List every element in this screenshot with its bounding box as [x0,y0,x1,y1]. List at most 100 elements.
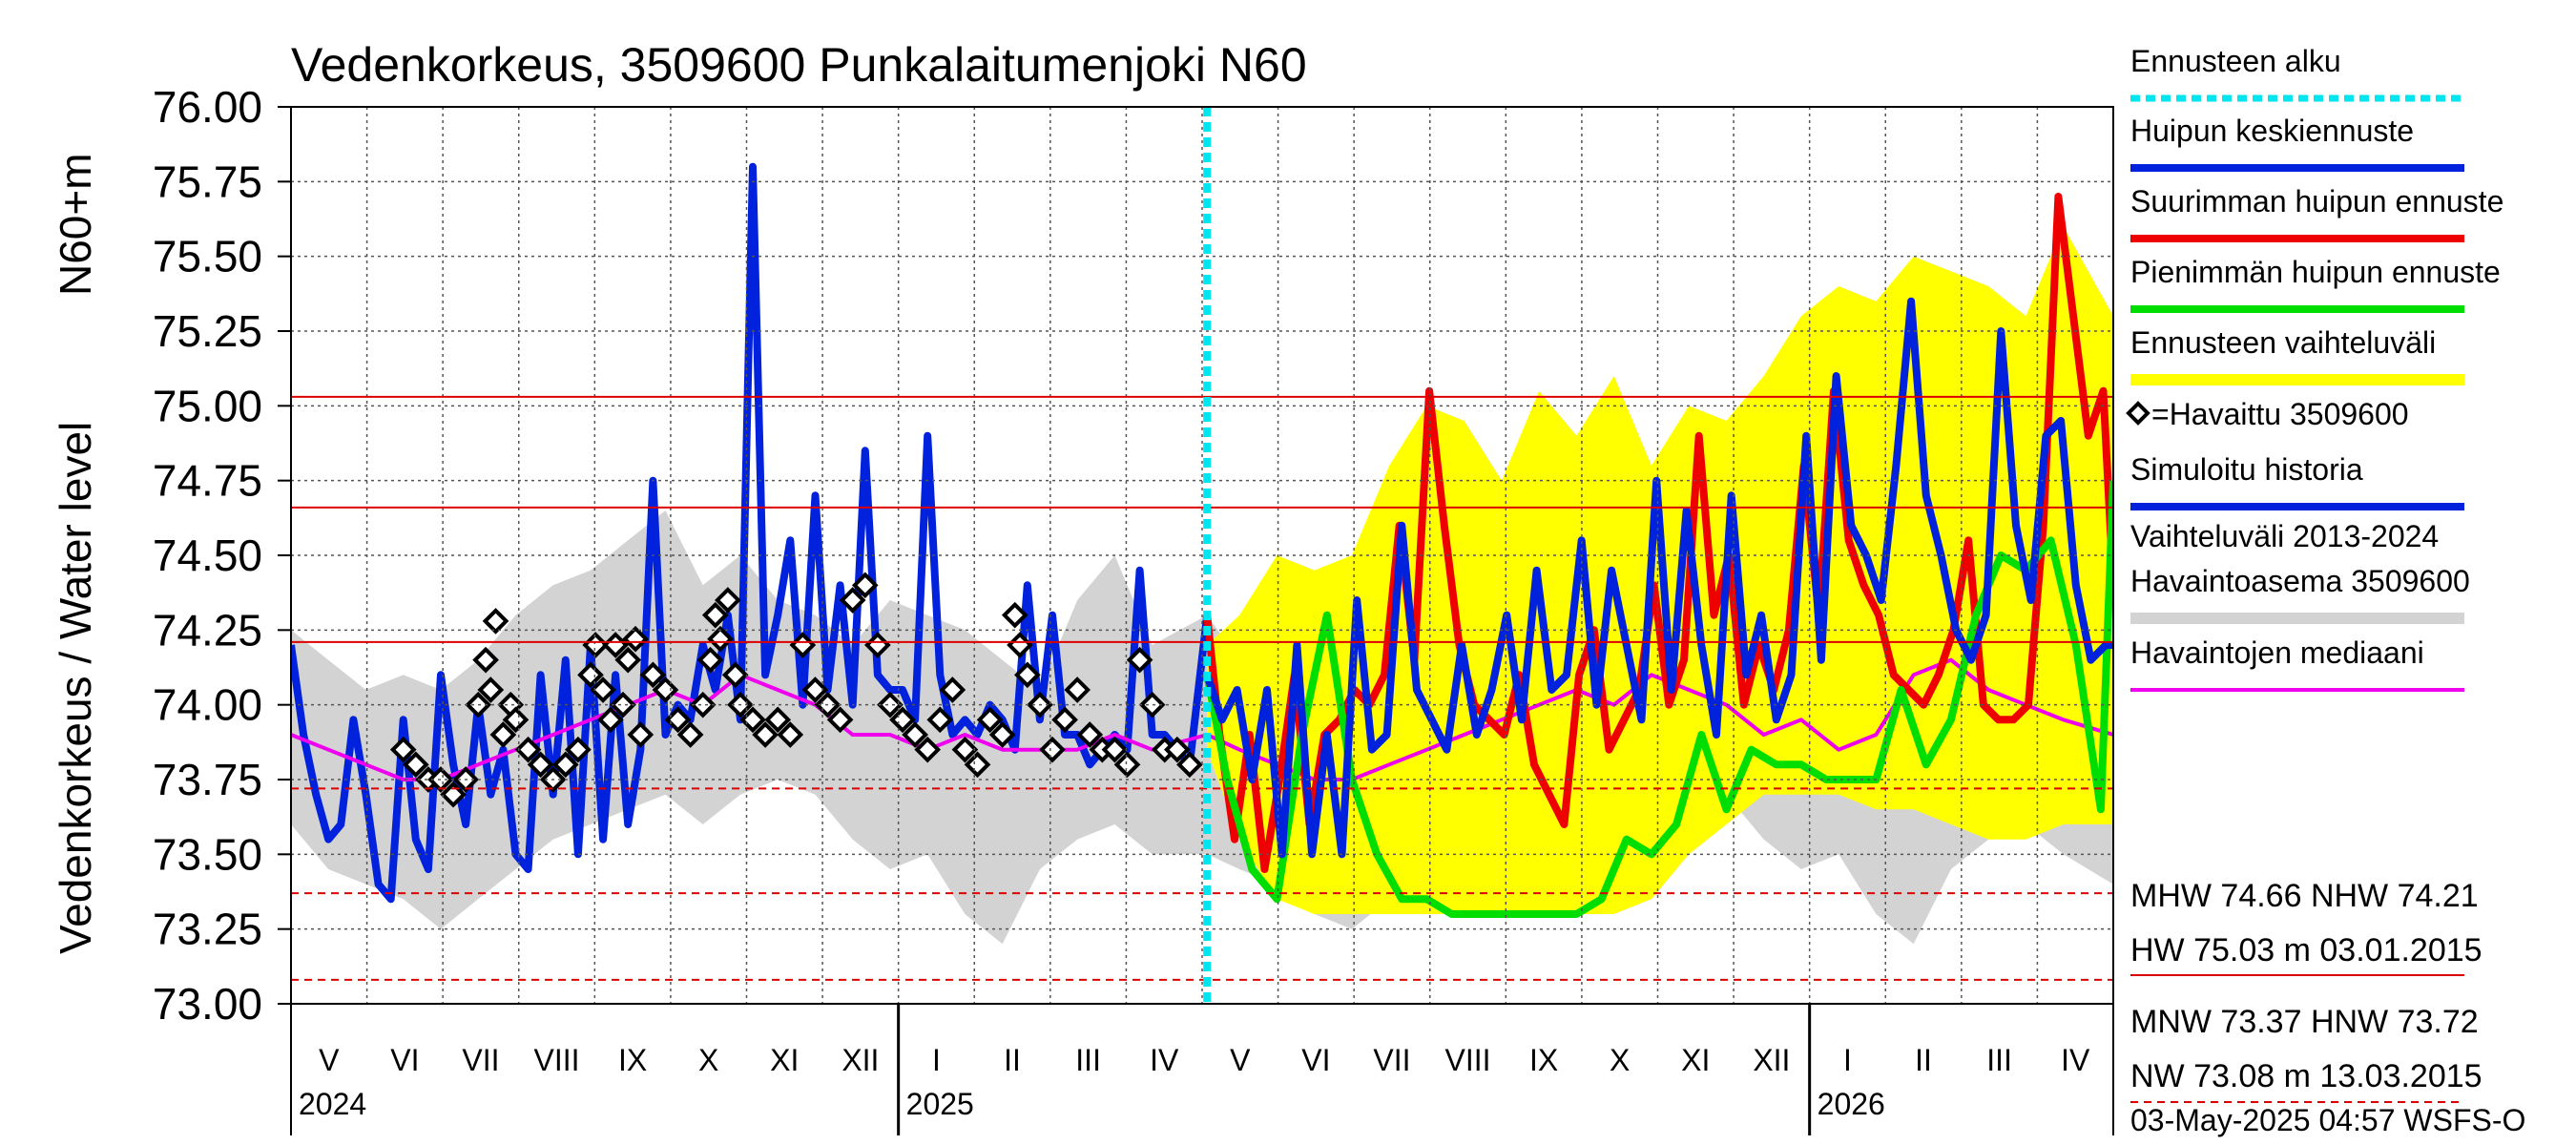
x-month-label: V [319,1043,340,1077]
x-month-label: XI [1681,1043,1710,1077]
stats-line-3: MNW 73.37 HNW 73.72 [2130,1004,2479,1040]
observed-marker [964,751,991,779]
legend-label: Ennusteen vaihteluväli [2130,325,2436,360]
legend-label: Havaintojen mediaani [2130,635,2424,670]
y-tick-label: 75.00 [153,381,262,430]
y-axis-unit-label: N60+m [51,153,100,296]
x-month-label: I [932,1043,941,1077]
observed-marker [482,608,509,635]
y-tick-label: 74.00 [153,680,262,730]
observed-marker [1014,661,1041,689]
x-month-label: X [1610,1043,1630,1077]
observed-marker [1039,736,1066,763]
series-line-huipun-keskiennuste [1203,297,2113,859]
observed-marker [1164,736,1191,763]
x-month-label: VII [1373,1043,1410,1077]
legend-label: Ennusteen alku [2130,44,2341,78]
observed-marker [976,706,1004,734]
observed-marker [639,661,667,689]
observed-marker [590,677,616,703]
observed-marker [826,706,854,734]
y-tick-label: 73.50 [153,829,262,879]
observed-marker [801,677,829,703]
observed-marker [389,736,417,763]
observed-marker [610,691,636,718]
observed-marker [622,625,649,653]
x-month-label: II [1004,1043,1021,1077]
y-tick-label: 73.75 [153,755,262,804]
x-month-label: XII [1753,1043,1790,1077]
legend-label: Pienimmän huipun ennuste [2130,255,2501,289]
legend-label: Havaintoasema 3509600 [2130,564,2470,598]
observed-marker [951,736,979,763]
observed-marker [777,721,804,748]
observed-marker [1176,751,1203,779]
observed-marker [614,646,642,674]
stats-line-4: NW 73.08 m 13.03.2015 [2130,1058,2483,1094]
observed-marker [877,691,904,718]
x-month-label: VII [462,1043,499,1077]
legend-label: =Havaittu 3509600 [2151,397,2409,431]
observed-marker [527,751,554,779]
observed-marker [1007,632,1033,658]
observed-marker [739,706,766,734]
stats-line-1: MHW 74.66 NHW 74.21 [2130,878,2479,914]
observed-marker [926,706,954,734]
x-month-label: III [1075,1043,1101,1077]
observed-marker [1138,691,1166,718]
y-tick-label: 75.50 [153,232,262,281]
observed-marker [1064,677,1091,703]
x-month-label: II [1915,1043,1932,1077]
observed-marker [988,721,1016,748]
chart-title: Vedenkorkeus, 3509600 Punkalaitumenjoki … [291,38,1307,92]
stats-line-2: HW 75.03 m 03.01.2015 [2130,932,2483,968]
observed-marker [627,721,654,748]
plot-series-group [291,162,2113,945]
y-tick-label: 74.75 [153,456,262,506]
y-tick-label: 74.25 [153,605,262,655]
observed-marker [1113,751,1141,779]
observed-marker [502,706,530,734]
observed-marker [514,736,542,763]
y-tick-label: 75.75 [153,156,262,206]
observed-marker [914,736,942,763]
observed-marker [721,661,749,689]
observed-marker [551,751,579,779]
observed-marker [489,721,517,748]
x-year-label: 2025 [906,1087,974,1121]
legend-swatch-diamond [2126,401,2150,426]
x-month-label: XI [770,1043,799,1077]
legend: Ennusteen alku Huipun keskiennuste Suurimm… [2126,44,2503,1103]
x-month-label: III [1986,1043,2012,1077]
x-month-label: X [698,1043,718,1077]
observed-marker [1051,706,1078,734]
legend-label: Vaihteluväli 2013-2024 [2130,519,2439,553]
observed-marker [597,706,624,734]
y-axis-label: Vedenkorkeus / Water level [51,422,100,954]
series-line-pienimm-n-huipun-ennuste [1203,480,2113,918]
observed-marker [565,736,592,763]
legend-label: Suurimman huipun ennuste [2130,184,2503,219]
observed-marker [764,706,792,734]
observed-marker [1126,646,1153,674]
observed-marker [402,751,429,779]
x-month-label: VI [1301,1043,1330,1077]
observed-marker [851,572,879,599]
observed-marker [715,587,741,614]
observed-marker [839,587,866,614]
footer-timestamp: 03-May-2025 04:57 WSFS-O [2130,1103,2525,1137]
observed-marker [472,646,499,674]
observed-marker [1076,721,1104,748]
y-tick-label: 73.25 [153,905,262,954]
observed-marker [902,721,928,748]
x-month-label: VI [390,1043,419,1077]
observed-marker [701,601,729,629]
observed-marker [1001,601,1028,629]
x-month-label: IV [1150,1043,1179,1077]
observed-marker [477,677,505,703]
x-month-label: XII [841,1043,879,1077]
x-year-label: 2024 [299,1087,366,1121]
observed-marker [676,721,704,748]
observed-marker [577,661,604,689]
